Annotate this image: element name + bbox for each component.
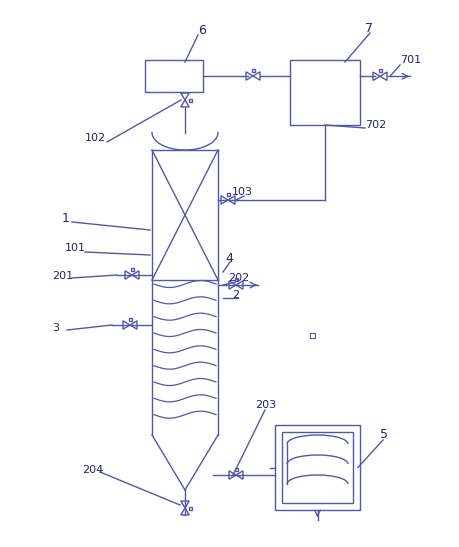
- Bar: [145, 60, 203, 92]
- Text: 103: 103: [232, 187, 253, 197]
- Bar: [130, 268, 134, 271]
- Bar: [129, 318, 131, 321]
- Text: 102: 102: [85, 133, 106, 143]
- Text: 1: 1: [62, 212, 70, 224]
- Bar: [235, 278, 237, 281]
- Text: 203: 203: [255, 400, 276, 410]
- Bar: [189, 507, 192, 509]
- Text: 204: 204: [82, 465, 103, 475]
- Bar: [379, 69, 381, 72]
- Bar: [275, 425, 360, 510]
- Bar: [252, 69, 254, 72]
- Bar: [282, 432, 353, 503]
- Bar: [290, 60, 360, 125]
- Text: 101: 101: [65, 243, 86, 253]
- Text: 6: 6: [198, 24, 206, 37]
- Text: 4: 4: [225, 252, 233, 265]
- Text: 5: 5: [380, 428, 388, 441]
- Bar: [310, 333, 315, 338]
- Bar: [235, 468, 237, 471]
- Text: 7: 7: [365, 21, 373, 34]
- Text: 202: 202: [228, 273, 249, 283]
- Bar: [189, 98, 192, 102]
- Text: 701: 701: [400, 55, 421, 65]
- Text: 702: 702: [365, 120, 386, 130]
- Text: 2: 2: [232, 290, 239, 300]
- Text: 201: 201: [52, 271, 73, 281]
- Text: 3: 3: [52, 323, 59, 333]
- Bar: [226, 193, 230, 196]
